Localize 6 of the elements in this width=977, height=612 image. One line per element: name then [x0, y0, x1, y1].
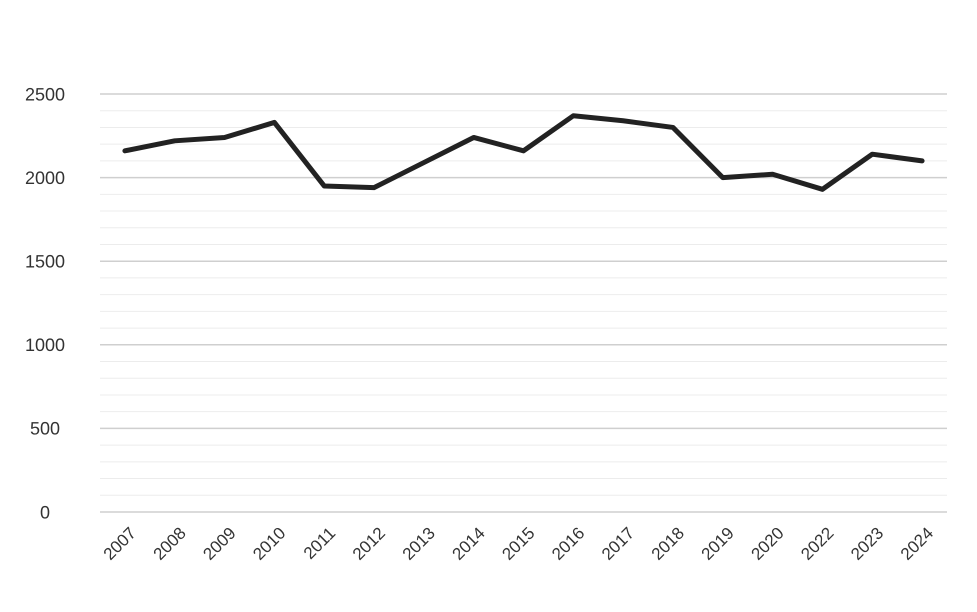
y-tick-label: 1500: [24, 252, 66, 272]
y-tick-label: 2000: [24, 168, 66, 188]
y-tick-label: 0: [40, 502, 50, 522]
y-tick-label: 500: [30, 418, 60, 439]
y-tick-label: 1000: [24, 335, 66, 356]
y-tick-label: 2500: [24, 84, 66, 104]
